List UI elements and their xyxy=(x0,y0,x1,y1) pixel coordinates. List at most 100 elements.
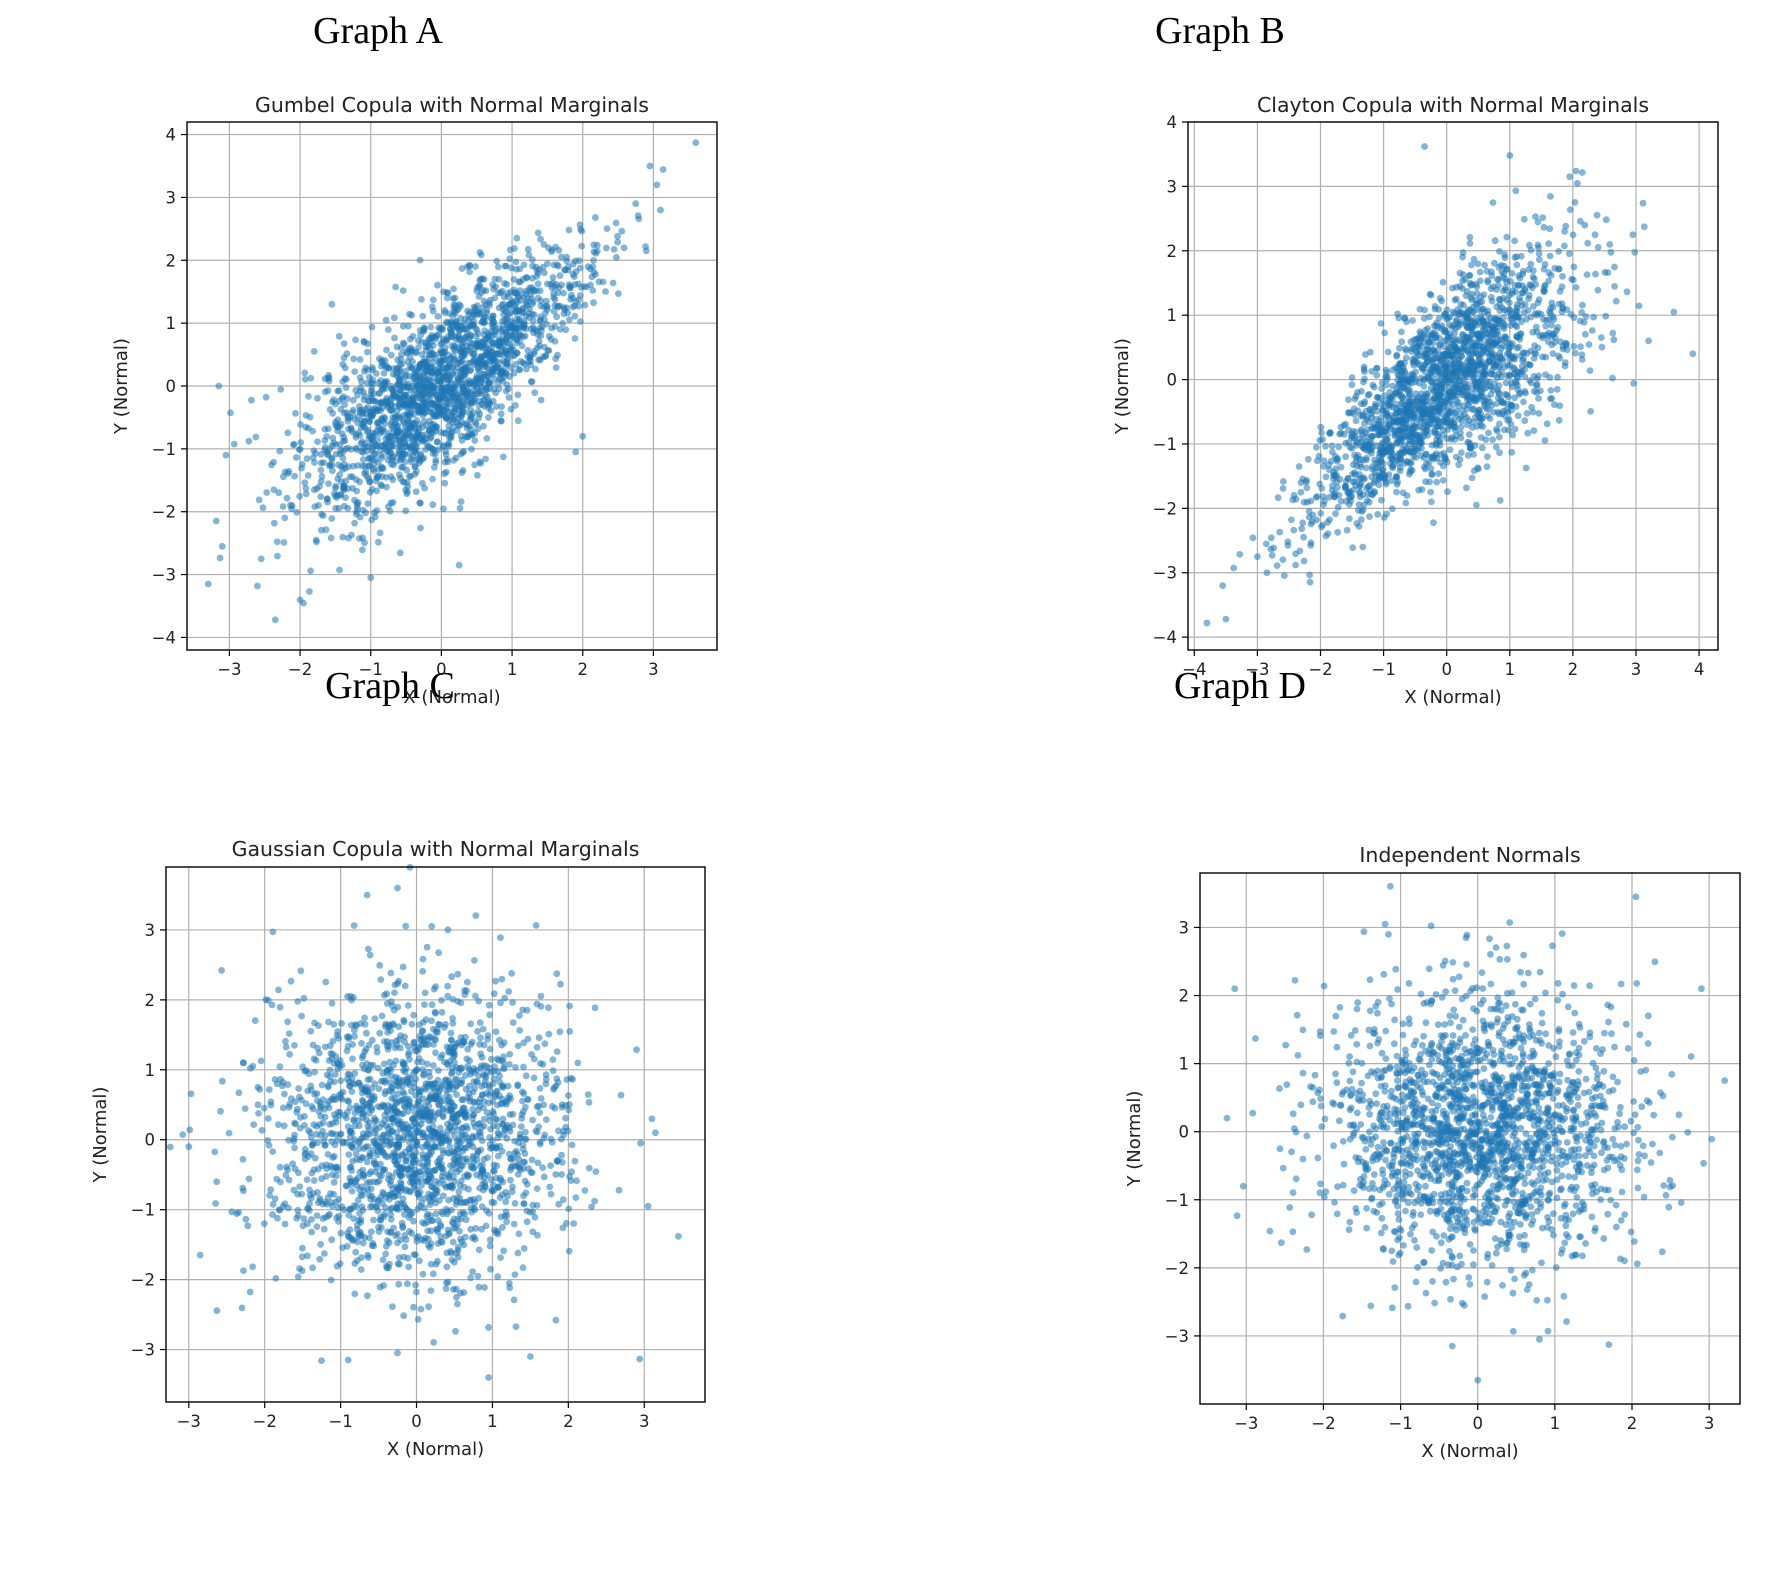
chart-a-point xyxy=(418,338,426,346)
chart-a-point xyxy=(398,360,406,368)
chart-c-point xyxy=(374,1064,382,1072)
chart-a-point xyxy=(515,317,523,325)
chart-a-point xyxy=(657,206,664,214)
chart-c-point xyxy=(486,1242,494,1250)
chart-b-point xyxy=(1427,332,1435,339)
chart-b-point xyxy=(1342,484,1349,492)
chart-a-point xyxy=(455,326,463,334)
chart-b-point xyxy=(1333,458,1341,465)
chart-b-point xyxy=(1474,465,1482,473)
chart-c-point xyxy=(509,999,516,1006)
chart-a-point xyxy=(466,268,473,276)
chart-c-point xyxy=(511,1271,519,1278)
chart-a-point xyxy=(389,476,397,484)
chart-a-point xyxy=(485,404,492,412)
chart-b-point xyxy=(1555,416,1563,424)
chart-a-point xyxy=(472,304,479,312)
chart-b-point xyxy=(1585,341,1593,348)
chart-a-point xyxy=(480,297,488,305)
chart-a-point xyxy=(558,281,565,289)
chart-c-point xyxy=(358,1040,365,1047)
chart-b-point xyxy=(1290,526,1298,534)
chart-b-point xyxy=(1514,412,1522,420)
chart-b-point xyxy=(1570,263,1578,271)
chart-b-point xyxy=(1421,143,1428,150)
chart-a-point xyxy=(692,139,700,147)
chart-a-point xyxy=(457,341,465,348)
chart-a-x-tick-label: 1 xyxy=(507,660,518,679)
chart-a-point xyxy=(396,549,404,557)
chart-b-point xyxy=(1424,325,1432,333)
chart-b-point xyxy=(1547,193,1554,200)
chart-b-point xyxy=(1529,408,1537,416)
chart-c-point xyxy=(497,934,504,941)
chart-a-point xyxy=(503,280,511,288)
chart-c-point xyxy=(529,1116,536,1124)
chart-b-point xyxy=(1443,306,1451,314)
chart-c-point xyxy=(452,1327,459,1335)
chart-b-point xyxy=(1476,277,1484,285)
chart-b-point xyxy=(1447,357,1455,365)
chart-a-point xyxy=(297,439,305,446)
chart-a-point xyxy=(302,490,310,498)
chart-b-point xyxy=(1299,519,1307,527)
chart-b-point xyxy=(1489,340,1497,347)
chart-a-point xyxy=(474,284,481,292)
chart-a-point xyxy=(618,227,626,235)
chart-b-point xyxy=(1319,436,1326,443)
chart-b-point xyxy=(1284,538,1292,546)
chart-b-point xyxy=(1351,451,1358,459)
chart-a-point xyxy=(406,372,414,380)
chart-a-y-tick-label: 4 xyxy=(166,126,177,145)
chart-b-point xyxy=(1366,348,1374,356)
chart-a-point xyxy=(534,229,542,237)
chart-b-point xyxy=(1539,353,1546,361)
chart-a-point xyxy=(281,514,289,522)
chart-a-point xyxy=(477,460,484,467)
chart-a-point xyxy=(382,316,390,324)
chart-b-point xyxy=(1423,422,1431,430)
chart-b-y-tick-label: 1 xyxy=(1167,306,1178,325)
chart-b-point xyxy=(1401,401,1409,409)
chart-a-point xyxy=(458,265,466,272)
chart-a-point xyxy=(566,316,573,323)
chart-a-point xyxy=(342,477,350,485)
chart-a-point xyxy=(514,293,522,301)
chart-c-point xyxy=(562,1114,569,1122)
chart-c-point xyxy=(267,1186,275,1194)
chart-b-point xyxy=(1393,488,1400,496)
chart-a-point xyxy=(590,268,598,276)
chart-a-point xyxy=(378,454,386,461)
chart-a-point xyxy=(535,356,543,364)
chart-a-point xyxy=(613,254,620,261)
chart-c-point xyxy=(255,1110,262,1117)
chart-a-point xyxy=(341,401,348,408)
chart-b-point xyxy=(1513,261,1521,269)
chart-b-point xyxy=(1537,387,1544,395)
chart-b-point xyxy=(1508,448,1516,456)
chart-a-point xyxy=(397,474,404,482)
chart-b-point xyxy=(1468,351,1476,358)
chart-a-point xyxy=(275,489,283,497)
chart-a-point xyxy=(290,441,297,449)
chart-c-point xyxy=(421,989,429,997)
chart-b-point xyxy=(1640,223,1648,231)
chart-b-point xyxy=(1369,491,1376,499)
chart-b-point xyxy=(1472,342,1479,350)
chart-a-point xyxy=(325,480,332,487)
chart-b-point xyxy=(1439,363,1447,370)
chart-a-point xyxy=(531,389,539,397)
chart-b-point xyxy=(1503,372,1511,379)
chart-b-point xyxy=(1368,432,1376,440)
chart-b-point xyxy=(1381,442,1388,450)
chart-b-point xyxy=(1593,211,1601,219)
chart-a-point xyxy=(215,382,223,390)
chart-b-y-tick-label: −3 xyxy=(1153,564,1177,583)
chart-b-point xyxy=(1394,409,1401,417)
chart-b-point xyxy=(1566,173,1574,181)
chart-b-point xyxy=(1332,465,1340,473)
chart-b-point xyxy=(1421,392,1429,400)
chart-a-point xyxy=(417,499,424,507)
chart-a-point xyxy=(393,407,401,415)
chart-c-point xyxy=(553,1048,561,1055)
